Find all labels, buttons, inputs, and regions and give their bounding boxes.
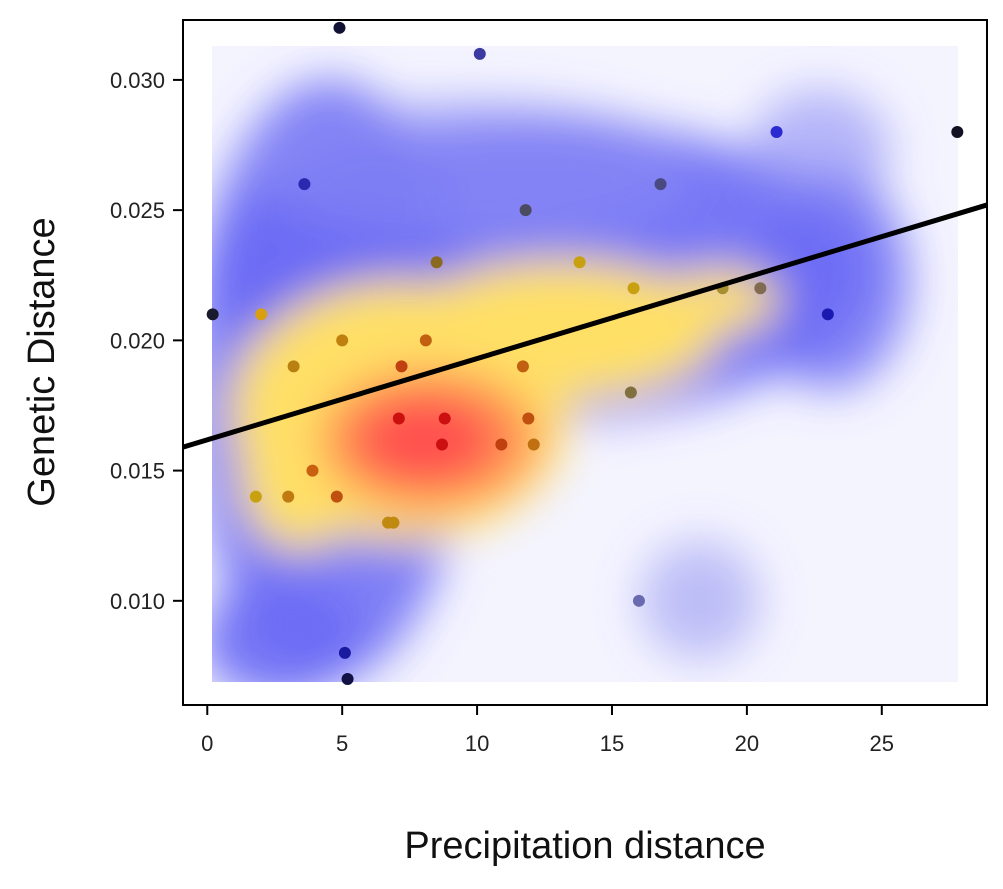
plot-frame bbox=[182, 19, 988, 706]
data-point bbox=[436, 438, 449, 451]
y-tick-label: 0.025 bbox=[110, 198, 165, 223]
data-point bbox=[624, 386, 637, 399]
data-point bbox=[770, 125, 783, 138]
x-tick-label: 20 bbox=[735, 731, 759, 756]
x-tick-label: 0 bbox=[201, 731, 213, 756]
regression-line bbox=[182, 202, 988, 450]
data-point bbox=[255, 308, 268, 321]
density-background bbox=[212, 46, 958, 682]
data-point bbox=[654, 178, 667, 191]
data-point bbox=[282, 490, 295, 503]
x-tick-label: 25 bbox=[870, 731, 894, 756]
data-point bbox=[338, 646, 351, 659]
x-axis: 0 5 10 15 20 25 bbox=[201, 705, 894, 756]
data-point bbox=[430, 256, 443, 269]
data-point bbox=[287, 360, 300, 373]
data-point bbox=[330, 490, 343, 503]
data-point bbox=[821, 308, 834, 321]
data-point bbox=[495, 438, 508, 451]
regression-line-path bbox=[182, 202, 988, 450]
data-point bbox=[336, 334, 349, 347]
data-point bbox=[206, 308, 219, 321]
data-point bbox=[573, 256, 586, 269]
data-point bbox=[392, 412, 405, 425]
data-point bbox=[951, 125, 964, 138]
data-point bbox=[519, 204, 532, 217]
y-tick-label: 0.010 bbox=[110, 589, 165, 614]
data-point bbox=[516, 360, 529, 373]
y-axis-title: Genetic Distance bbox=[21, 217, 63, 506]
data-point bbox=[438, 412, 451, 425]
x-tick-label: 5 bbox=[336, 731, 348, 756]
data-point bbox=[632, 594, 645, 607]
data-point bbox=[395, 360, 408, 373]
data-point bbox=[298, 178, 311, 191]
y-axis: 0.010 0.015 0.020 0.025 0.030 bbox=[110, 68, 183, 614]
data-point bbox=[419, 334, 432, 347]
data-point bbox=[333, 21, 346, 34]
data-points bbox=[206, 21, 964, 685]
data-point bbox=[306, 464, 319, 477]
x-axis-title: Precipitation distance bbox=[404, 825, 765, 867]
x-tick-label: 15 bbox=[600, 731, 624, 756]
data-point bbox=[527, 438, 540, 451]
data-point bbox=[627, 282, 640, 295]
data-point bbox=[249, 490, 262, 503]
data-point bbox=[473, 47, 486, 60]
x-tick-label: 10 bbox=[465, 731, 489, 756]
y-tick-label: 0.015 bbox=[110, 459, 165, 484]
y-tick-label: 0.020 bbox=[110, 328, 165, 353]
data-point bbox=[341, 672, 354, 685]
data-point bbox=[754, 282, 767, 295]
data-point bbox=[522, 412, 535, 425]
data-point bbox=[387, 516, 400, 529]
y-tick-label: 0.030 bbox=[110, 68, 165, 93]
